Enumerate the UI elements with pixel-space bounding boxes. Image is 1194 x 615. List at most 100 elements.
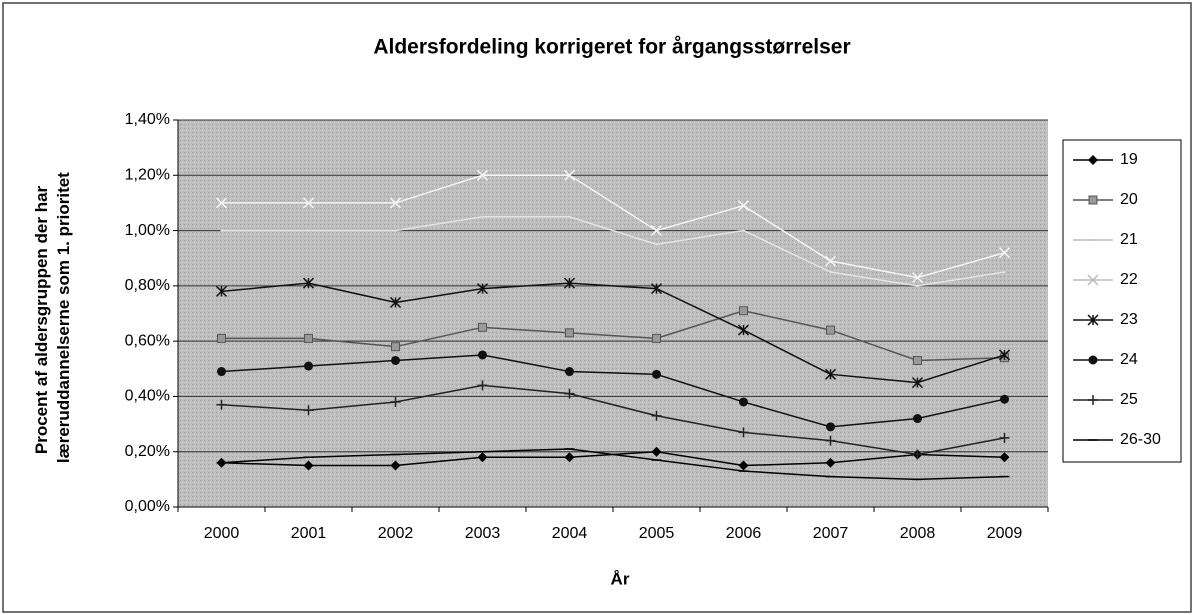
- marker-shape: [829, 271, 832, 274]
- legend-label: 20: [1120, 191, 1138, 208]
- series-line: [221, 216, 1005, 287]
- marker-shape: [913, 355, 922, 365]
- marker-shape: [825, 457, 836, 468]
- plot-area: [178, 120, 1048, 507]
- marker-shape: [999, 452, 1010, 463]
- point: [737, 324, 750, 336]
- point: [826, 422, 835, 432]
- legend-label: 22: [1120, 271, 1138, 288]
- series-line: [221, 309, 1005, 362]
- marker-shape: [391, 355, 400, 365]
- series-line: [221, 354, 1005, 428]
- marker-stroke: [911, 272, 924, 284]
- legend-marker: [1088, 195, 1098, 205]
- x-tick-label: 2002: [378, 525, 414, 542]
- point: [389, 296, 402, 308]
- marker-shape: [565, 328, 574, 338]
- x-tick-label: 2008: [900, 525, 936, 542]
- point: [302, 277, 315, 289]
- marker-shape: [652, 333, 661, 343]
- point: [999, 452, 1010, 463]
- marker-shape: [304, 361, 313, 371]
- point: [824, 255, 837, 267]
- marker-shape: [394, 229, 397, 232]
- point: [998, 247, 1011, 259]
- point: [738, 427, 749, 438]
- point: [390, 460, 401, 471]
- point: [652, 333, 661, 343]
- legend-marker: [1088, 395, 1098, 405]
- point: [738, 460, 749, 471]
- point: [826, 325, 835, 335]
- point: [916, 284, 919, 287]
- point: [564, 388, 575, 399]
- marker-stroke: [650, 225, 663, 237]
- marker-shape: [652, 369, 661, 379]
- legend-marker: [1088, 155, 1098, 165]
- legend-label: 24: [1120, 351, 1138, 368]
- y-tick-label: 0,80%: [125, 277, 170, 294]
- marker-shape: [739, 397, 748, 407]
- point: [481, 215, 484, 218]
- marker-shape: [568, 215, 571, 218]
- point: [215, 285, 228, 297]
- marker-stroke: [302, 197, 315, 209]
- point: [307, 229, 310, 232]
- point: [217, 367, 226, 377]
- point: [655, 243, 658, 246]
- legend-marker: [1087, 274, 1099, 286]
- y-tick-label: 0,20%: [125, 443, 170, 460]
- point: [390, 396, 401, 407]
- marker-shape: [304, 333, 313, 343]
- point: [563, 169, 576, 181]
- point: [563, 277, 576, 289]
- marker-shape: [826, 325, 835, 335]
- marker-shape: [391, 342, 400, 352]
- marker-shape: [913, 414, 922, 424]
- point: [304, 333, 313, 343]
- point: [564, 452, 575, 463]
- point: [568, 215, 571, 218]
- marker-shape: [478, 350, 487, 360]
- marker-shape: [1092, 239, 1094, 241]
- x-tick-label: 2004: [552, 525, 588, 542]
- legend-marker: [1088, 355, 1098, 365]
- marker-shape: [478, 322, 487, 332]
- point: [999, 432, 1010, 443]
- point: [998, 349, 1011, 361]
- series-line: [221, 282, 1005, 384]
- point: [829, 271, 832, 274]
- x-tick-label: 2007: [813, 525, 849, 542]
- point: [911, 377, 924, 389]
- marker-stroke: [389, 197, 402, 209]
- point: [216, 399, 227, 410]
- point: [391, 355, 400, 365]
- marker-shape: [565, 367, 574, 377]
- point: [742, 229, 745, 232]
- marker-shape: [1000, 394, 1009, 404]
- marker-shape: [916, 284, 919, 287]
- point: [913, 414, 922, 424]
- point: [825, 457, 836, 468]
- point: [651, 446, 662, 457]
- marker-shape: [220, 229, 223, 232]
- point: [478, 350, 487, 360]
- marker-shape: [217, 367, 226, 377]
- x-tick-label: 2003: [465, 525, 501, 542]
- point: [739, 306, 748, 316]
- marker-shape: [1003, 271, 1006, 274]
- point: [476, 283, 489, 295]
- point: [215, 197, 228, 209]
- point: [303, 405, 314, 416]
- marker-shape: [738, 460, 749, 471]
- legend-label: 25: [1120, 391, 1138, 408]
- point: [304, 361, 313, 371]
- x-tick-label: 2000: [204, 525, 240, 542]
- legend-marker: [1087, 314, 1099, 326]
- marker-shape: [390, 460, 401, 471]
- y-tick-label: 0,60%: [125, 332, 170, 349]
- point: [824, 368, 837, 380]
- point: [911, 272, 924, 284]
- point: [739, 397, 748, 407]
- y-tick-label: 1,00%: [125, 222, 170, 239]
